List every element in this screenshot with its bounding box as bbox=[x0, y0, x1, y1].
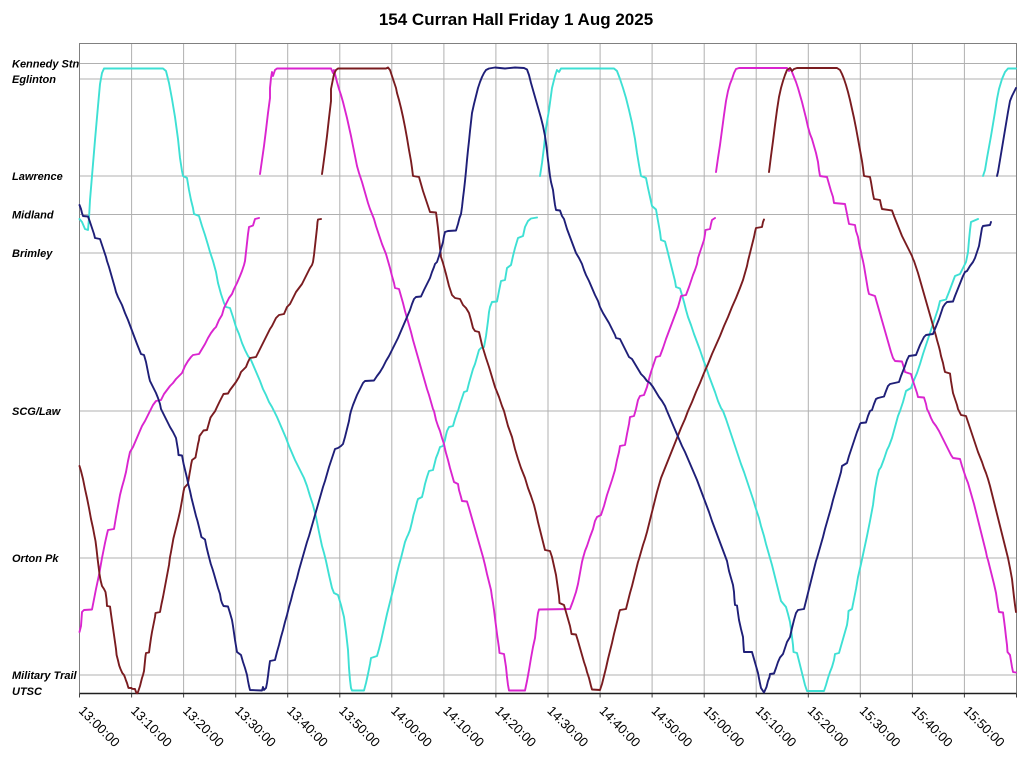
svg-text:Eglinton: Eglinton bbox=[12, 74, 56, 86]
svg-text:SCG/Law: SCG/Law bbox=[12, 406, 62, 418]
svg-text:Orton Pk: Orton Pk bbox=[12, 553, 59, 565]
svg-text:UTSC: UTSC bbox=[12, 686, 43, 698]
svg-text:154 Curran Hall Friday 1 Aug 2: 154 Curran Hall Friday 1 Aug 2025 bbox=[379, 10, 653, 29]
svg-text:Lawrence: Lawrence bbox=[12, 171, 63, 183]
svg-text:Brimley: Brimley bbox=[12, 248, 53, 260]
svg-text:Midland: Midland bbox=[12, 210, 54, 222]
svg-text:Kennedy Stn: Kennedy Stn bbox=[12, 59, 80, 71]
svg-text:Military Trail: Military Trail bbox=[12, 670, 78, 682]
